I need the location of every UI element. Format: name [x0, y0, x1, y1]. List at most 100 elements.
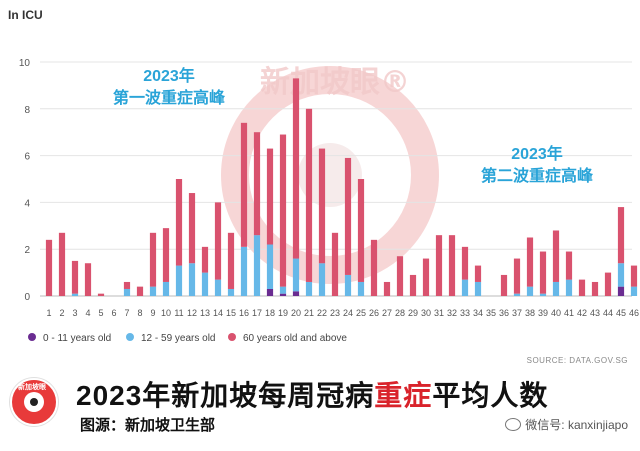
x-tick-label: 33 — [460, 308, 470, 318]
x-tick-label: 11 — [174, 308, 183, 318]
bar-segment — [617, 286, 625, 296]
bar-segment — [227, 288, 235, 296]
bar-segment — [84, 263, 92, 296]
y-tick-label: 0 — [24, 292, 30, 303]
bar-segment — [435, 235, 443, 296]
annotation-line: 第一波重症高峰 — [112, 90, 225, 107]
watermark-text: 新加坡眼® — [260, 65, 410, 100]
bar-segment — [617, 263, 625, 287]
bar-segment — [617, 207, 625, 264]
bar-segment — [149, 286, 157, 296]
bar-segment — [591, 281, 599, 296]
x-tick-label: 46 — [629, 308, 639, 318]
bar-segment — [71, 293, 79, 296]
bar-segment — [279, 134, 287, 287]
annotation-first-wave: 2023年第一波重症高峰 — [104, 66, 234, 110]
banner — [0, 366, 640, 451]
headline-pre: 2023年新加坡每周冠病 — [76, 380, 375, 411]
image-source: 图源：新加坡卫生部 — [80, 417, 216, 434]
bar-segment — [357, 281, 365, 296]
bar-segment — [188, 193, 196, 264]
bar-segment — [500, 274, 508, 296]
bar-segment — [526, 286, 534, 296]
bar-segment — [513, 293, 521, 296]
legend-label: 60 years old and above — [243, 333, 347, 344]
bar-segment — [175, 179, 183, 266]
x-tick-label: 16 — [239, 308, 249, 318]
annotation-line: 2023年 — [511, 146, 563, 163]
wechat-icon — [505, 418, 522, 431]
x-tick-label: 15 — [226, 308, 236, 318]
x-tick-label: 36 — [499, 308, 509, 318]
x-tick-label: 26 — [369, 308, 379, 318]
bar-segment — [383, 281, 391, 296]
x-tick-label: 21 — [304, 308, 314, 318]
bar-segment — [552, 230, 560, 282]
annotation-line: 2023年 — [143, 68, 195, 85]
bar-segment — [331, 232, 339, 296]
bar-segment — [123, 281, 131, 289]
bar-segment — [344, 157, 352, 275]
bar-segment — [370, 239, 378, 296]
bar-segment — [318, 148, 326, 264]
bar-segment — [292, 258, 300, 292]
bar-segment — [578, 279, 586, 296]
bar-segment — [513, 258, 521, 294]
x-tick-label: 44 — [603, 308, 613, 318]
legend-label: 12 - 59 years old — [141, 333, 216, 344]
x-tick-label: 43 — [590, 308, 600, 318]
bar-segment — [240, 246, 248, 296]
bar-segment — [630, 286, 638, 296]
bar-segment — [539, 293, 547, 296]
bar-segment — [188, 263, 196, 296]
bar-segment — [474, 265, 482, 282]
logo-text: 新加坡眼 — [18, 384, 46, 391]
y-tick-label: 10 — [19, 58, 31, 69]
bar-segment — [448, 235, 456, 296]
x-tick-label: 7 — [124, 308, 129, 318]
x-tick-label: 1 — [46, 308, 51, 318]
legend-label: 0 - 11 years old — [43, 333, 111, 344]
bar-segment — [201, 246, 209, 273]
bar-segment — [123, 288, 131, 296]
y-axis-label: In ICU — [8, 8, 43, 22]
bars — [45, 78, 638, 296]
bar-segment — [305, 281, 313, 296]
bar-segment — [253, 132, 261, 236]
bar-segment — [292, 78, 300, 259]
bar-segment — [357, 179, 365, 282]
annotation-second-wave: 2023年 第二波重症高峰 — [472, 144, 602, 188]
source-text: SOURCE: DATA.GOV.SG — [526, 356, 628, 365]
bar-segment — [292, 291, 300, 296]
x-tick-label: 24 — [343, 308, 353, 318]
wechat-id: 微信号: kanxinjiapo — [505, 416, 628, 433]
bar-segment — [552, 281, 560, 296]
x-tick-label: 12 — [187, 308, 197, 318]
bar-segment — [565, 251, 573, 280]
legend-swatch — [228, 333, 236, 341]
eye-pupil — [30, 398, 38, 406]
x-tick-label: 4 — [85, 308, 90, 318]
x-tick-label: 38 — [525, 308, 535, 318]
bar-segment — [630, 265, 638, 287]
bar-segment — [318, 263, 326, 296]
bar-segment — [266, 244, 274, 289]
y-tick-label: 2 — [24, 245, 30, 256]
bar-segment — [422, 258, 430, 296]
x-tick-label: 29 — [408, 308, 418, 318]
y-tick-label: 8 — [24, 105, 30, 116]
bar-segment — [344, 274, 352, 296]
bar-segment — [396, 256, 404, 296]
bar-segment — [201, 272, 209, 296]
bar-segment — [474, 281, 482, 296]
x-tick-label: 22 — [317, 308, 327, 318]
x-tick-label: 42 — [577, 308, 587, 318]
headline-post: 平均人数 — [432, 380, 549, 411]
y-tick-label: 6 — [24, 152, 30, 163]
x-tick-label: 9 — [150, 308, 155, 318]
legend: 0 - 11 years old 12 - 59 years old 60 year… — [28, 333, 347, 344]
bar-segment — [539, 251, 547, 294]
x-tick-label: 13 — [200, 308, 210, 318]
x-tick-label: 8 — [137, 308, 142, 318]
x-tick-label: 17 — [252, 308, 262, 318]
